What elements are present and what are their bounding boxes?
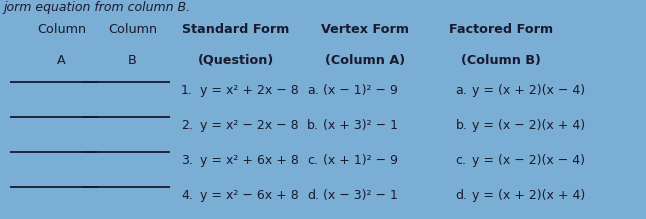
Text: 1.: 1. [181, 84, 193, 97]
Text: b.: b. [455, 119, 467, 132]
Text: 3.: 3. [181, 154, 193, 167]
Text: c.: c. [455, 154, 466, 167]
Text: y = x² − 6x + 8: y = x² − 6x + 8 [200, 189, 299, 202]
Text: (x + 3)² − 1: (x + 3)² − 1 [323, 119, 398, 132]
Text: a.: a. [455, 84, 467, 97]
Text: 2.: 2. [181, 119, 193, 132]
Text: (x + 1)² − 9: (x + 1)² − 9 [323, 154, 398, 167]
Text: (x − 1)² − 9: (x − 1)² − 9 [323, 84, 398, 97]
Text: B: B [128, 54, 137, 67]
Text: Standard Form: Standard Form [182, 23, 289, 36]
Text: (Column A): (Column A) [325, 54, 405, 67]
Text: d.: d. [307, 189, 319, 202]
Text: 4.: 4. [181, 189, 193, 202]
Text: Vertex Form: Vertex Form [321, 23, 409, 36]
Text: y = x² + 6x + 8: y = x² + 6x + 8 [200, 154, 299, 167]
Text: jorm equation from column B.: jorm equation from column B. [3, 1, 191, 14]
Text: y = x² + 2x − 8: y = x² + 2x − 8 [200, 84, 299, 97]
Text: b.: b. [307, 119, 318, 132]
Text: c.: c. [307, 154, 318, 167]
Text: a.: a. [307, 84, 318, 97]
Text: (Question): (Question) [198, 54, 274, 67]
Text: y = (x + 2)(x + 4): y = (x + 2)(x + 4) [472, 189, 585, 202]
Text: Factored Form: Factored Form [448, 23, 553, 36]
Text: d.: d. [455, 189, 468, 202]
Text: (Column B): (Column B) [461, 54, 541, 67]
Text: A: A [57, 54, 66, 67]
Text: y = (x − 2)(x + 4): y = (x − 2)(x + 4) [472, 119, 585, 132]
Text: y = (x − 2)(x − 4): y = (x − 2)(x − 4) [472, 154, 585, 167]
Text: y = x² − 2x − 8: y = x² − 2x − 8 [200, 119, 299, 132]
Text: y = (x + 2)(x − 4): y = (x + 2)(x − 4) [472, 84, 585, 97]
Text: (x − 3)² − 1: (x − 3)² − 1 [323, 189, 398, 202]
Text: Column: Column [37, 23, 86, 36]
Text: Column: Column [108, 23, 157, 36]
